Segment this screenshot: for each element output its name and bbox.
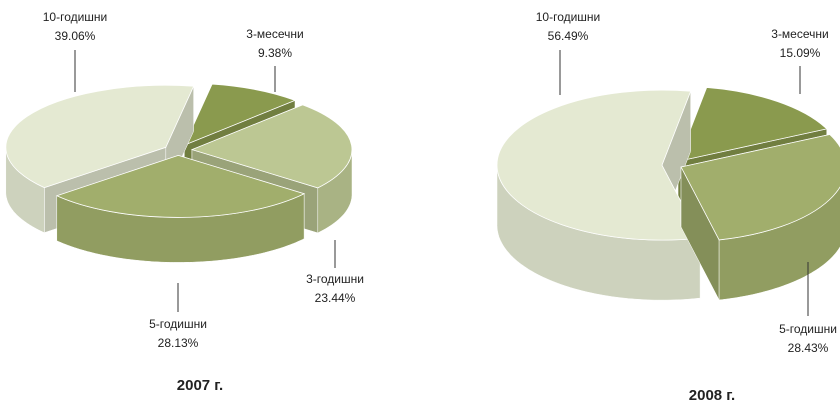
pie-chart: 3-месечни 15.09% 5-годишни 28.43% 10-годишни… xyxy=(496,10,840,404)
slice-value-label: 28.13% xyxy=(158,336,199,350)
slice-value-label: 9.38% xyxy=(258,46,292,60)
slice-value-label: 15.09% xyxy=(780,46,821,60)
slice xyxy=(183,83,297,146)
slice-label: 5-годишни xyxy=(149,317,207,331)
slice-label: 3-месечни xyxy=(771,27,828,41)
chart-title: 2008 г. xyxy=(689,387,735,404)
slice-value-label: 39.06% xyxy=(55,29,96,43)
slice xyxy=(496,89,701,241)
slice xyxy=(5,84,195,189)
slice xyxy=(55,155,306,218)
pie-chart: 3-месечни 9.38% 3-годишни 23.44% 5-годишни 28… xyxy=(5,10,364,394)
slice xyxy=(680,134,840,241)
slice-value-label: 28.43% xyxy=(788,341,829,355)
slice-label: 5-годишни xyxy=(779,322,837,336)
slice-label: 3-месечни xyxy=(246,27,303,41)
slice xyxy=(190,104,353,189)
slice-label: 10-годишни xyxy=(536,10,601,24)
slice xyxy=(677,87,828,162)
chart-title: 2007 г. xyxy=(177,377,223,394)
slice-label: 3-годишни xyxy=(306,272,364,286)
slice-label: 10-годишни xyxy=(43,10,108,24)
slice-value-label: 23.44% xyxy=(315,291,356,305)
slice-value-label: 56.49% xyxy=(548,29,589,43)
